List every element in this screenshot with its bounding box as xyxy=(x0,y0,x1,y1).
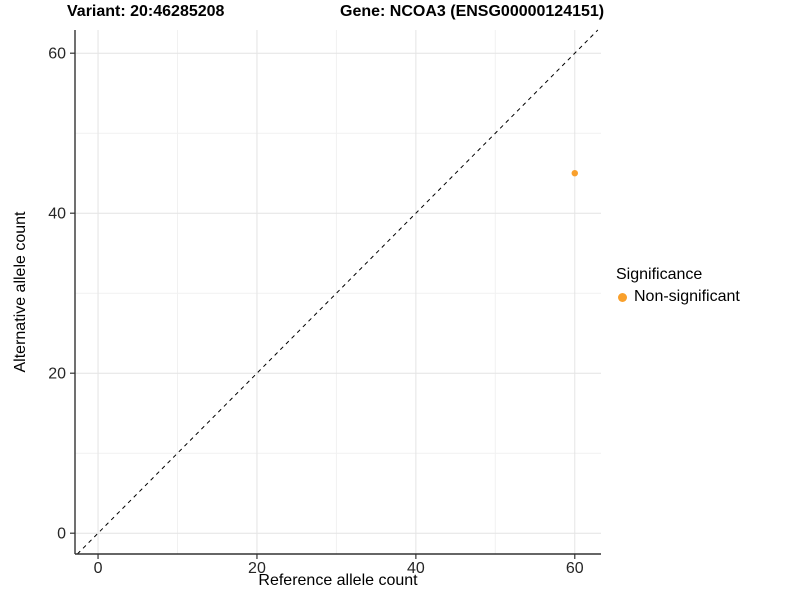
x-tick-label: 60 xyxy=(566,560,584,577)
x-axis-label: Reference allele count xyxy=(258,572,418,589)
x-tick-label: 20 xyxy=(248,560,266,577)
legend: Significance Non-significant xyxy=(615,266,740,307)
x-tick-label: 40 xyxy=(407,560,425,577)
x-tick-label: 0 xyxy=(94,560,103,577)
y-axis-label: Alternative allele count xyxy=(12,211,29,373)
y-tick-label: 60 xyxy=(48,46,66,63)
variant-title: Variant: 20:46285208 xyxy=(67,3,225,20)
y-tick-label: 0 xyxy=(57,526,66,543)
y-tick-label: 20 xyxy=(48,366,66,383)
plot-panel: 0 20 40 60 0 20 40 60 xyxy=(48,29,601,577)
data-point xyxy=(571,170,578,177)
legend-point-icon xyxy=(618,292,627,302)
y-tick-label: 40 xyxy=(48,206,66,223)
legend-item-label: Non-significant xyxy=(634,288,740,305)
gene-title: Gene: NCOA3 (ENSG00000124151) xyxy=(340,3,605,20)
identity-line xyxy=(77,29,599,555)
legend-item-non-significant: Non-significant xyxy=(615,287,740,307)
legend-title: Significance xyxy=(616,266,703,283)
